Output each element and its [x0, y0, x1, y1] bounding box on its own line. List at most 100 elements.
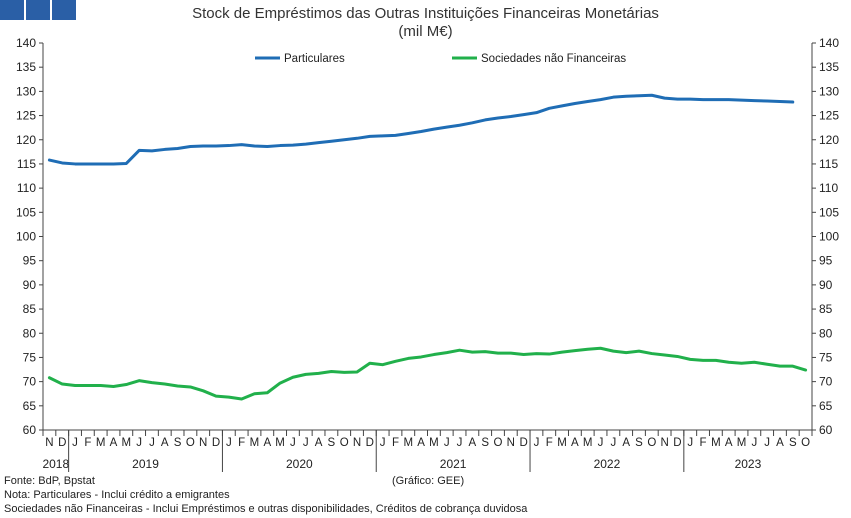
y-tick-label-right: 90 [819, 278, 833, 292]
x-month-label: D [366, 437, 374, 449]
y-tick-label-right: 60 [819, 423, 833, 437]
x-month-label: D [212, 437, 220, 449]
x-month-label: O [340, 437, 349, 449]
y-tick-label-right: 85 [819, 302, 833, 316]
x-month-label: D [673, 437, 681, 449]
x-month-label: O [801, 437, 810, 449]
x-month-label: O [186, 437, 195, 449]
y-tick-label-left: 60 [23, 423, 37, 437]
y-tick-label-left: 100 [16, 230, 36, 244]
x-month-label: O [647, 437, 656, 449]
x-month-label: F [84, 437, 91, 449]
y-tick-label-right: 120 [819, 133, 839, 147]
x-month-label: M [96, 437, 106, 449]
x-year-label: 2019 [132, 457, 159, 471]
publisher-logo [0, 0, 76, 20]
x-month-label: J [226, 437, 232, 449]
x-year-label: 2020 [286, 457, 313, 471]
x-month-label: A [622, 437, 630, 449]
series-line [47, 93, 795, 166]
x-month-label: J [687, 437, 693, 449]
y-tick-label-left: 135 [16, 60, 36, 74]
x-month-label: M [403, 437, 413, 449]
x-month-label: A [263, 437, 271, 449]
y-tick-label-right: 140 [819, 36, 839, 50]
y-tick-label-right: 70 [819, 375, 833, 389]
chart-axes: 60 60 65 65 70 70 75 75 80 80 85 85 90 90 95 95 100 100 10… [16, 36, 839, 472]
x-month-label: J [751, 437, 757, 449]
y-tick-label-left: 80 [23, 326, 37, 340]
y-tick-label-right: 65 [819, 399, 833, 413]
x-year-label: 2023 [735, 457, 762, 471]
chart-subtitle: (mil M€) [398, 23, 453, 40]
x-month-label: J [136, 437, 142, 449]
y-tick-label-left: 130 [16, 84, 36, 98]
y-tick-label-right: 80 [819, 326, 833, 340]
x-year-label: 2021 [440, 457, 467, 471]
y-tick-label-right: 95 [819, 254, 833, 268]
x-month-label: J [72, 437, 78, 449]
x-month-label: M [275, 437, 285, 449]
y-tick-label-left: 90 [23, 278, 37, 292]
x-year-label: 2022 [594, 457, 621, 471]
y-tick-label-left: 125 [16, 109, 36, 123]
x-month-label: J [764, 437, 770, 449]
x-month-label: N [353, 437, 361, 449]
x-month-label: S [174, 437, 182, 449]
x-month-label: O [494, 437, 503, 449]
logo-square-icon [26, 0, 50, 20]
y-tick-label-left: 115 [17, 157, 36, 171]
x-month-label: J [457, 437, 463, 449]
y-tick-label-left: 85 [23, 302, 37, 316]
x-month-label: J [149, 437, 155, 449]
x-month-label: A [161, 437, 169, 449]
x-month-label: F [546, 437, 553, 449]
x-month-label: F [392, 437, 399, 449]
x-month-label: M [711, 437, 721, 449]
chart-title: Stock de Empréstimos das Outras Institui… [192, 5, 659, 22]
y-tick-label-left: 75 [23, 350, 37, 364]
x-month-label: J [610, 437, 616, 449]
x-month-label: A [725, 437, 733, 449]
legend-label: Particulares [284, 53, 345, 65]
x-month-label: F [238, 437, 245, 449]
x-month-label: A [315, 437, 323, 449]
y-tick-label-left: 110 [17, 181, 36, 195]
x-month-label: J [303, 437, 309, 449]
y-tick-label-right: 100 [819, 230, 839, 244]
logo-square-icon [0, 0, 24, 20]
chart-series [47, 93, 808, 401]
x-month-label: A [417, 437, 425, 449]
chart-title-block: Stock de Empréstimos das Outras Institui… [0, 5, 851, 41]
y-tick-label-right: 115 [819, 157, 838, 171]
note-particulares: Nota: Particulares - Inclui crédito a em… [4, 489, 230, 501]
x-month-label: M [122, 437, 132, 449]
y-tick-label-right: 110 [819, 181, 838, 195]
y-tick-label-left: 120 [16, 133, 36, 147]
x-month-label: N [660, 437, 668, 449]
note-sociedades: Sociedades não Financeiras - Inclui Empr… [4, 503, 528, 515]
x-month-label: F [700, 437, 707, 449]
y-tick-label-right: 105 [819, 205, 839, 219]
y-tick-label-right: 125 [819, 109, 839, 123]
x-month-label: J [444, 437, 450, 449]
x-month-label: D [58, 437, 66, 449]
x-month-label: A [110, 437, 118, 449]
y-tick-label-right: 135 [819, 60, 839, 74]
x-month-label: J [290, 437, 296, 449]
chart-legend: Particulares Sociedades não Financeiras [255, 53, 626, 65]
x-month-label: M [737, 437, 747, 449]
legend-label: Sociedades não Financeiras [481, 53, 626, 65]
y-tick-label-left: 65 [23, 399, 37, 413]
source-note: Fonte: BdP, Bpstat [4, 475, 95, 487]
x-month-label: S [481, 437, 489, 449]
x-month-label: A [571, 437, 579, 449]
y-tick-label-left: 70 [23, 375, 37, 389]
x-month-label: M [583, 437, 593, 449]
x-month-label: N [507, 437, 515, 449]
logo-square-icon [52, 0, 76, 20]
x-month-label: N [199, 437, 207, 449]
x-month-label: J [598, 437, 604, 449]
x-month-label: A [469, 437, 477, 449]
x-month-label: S [635, 437, 643, 449]
